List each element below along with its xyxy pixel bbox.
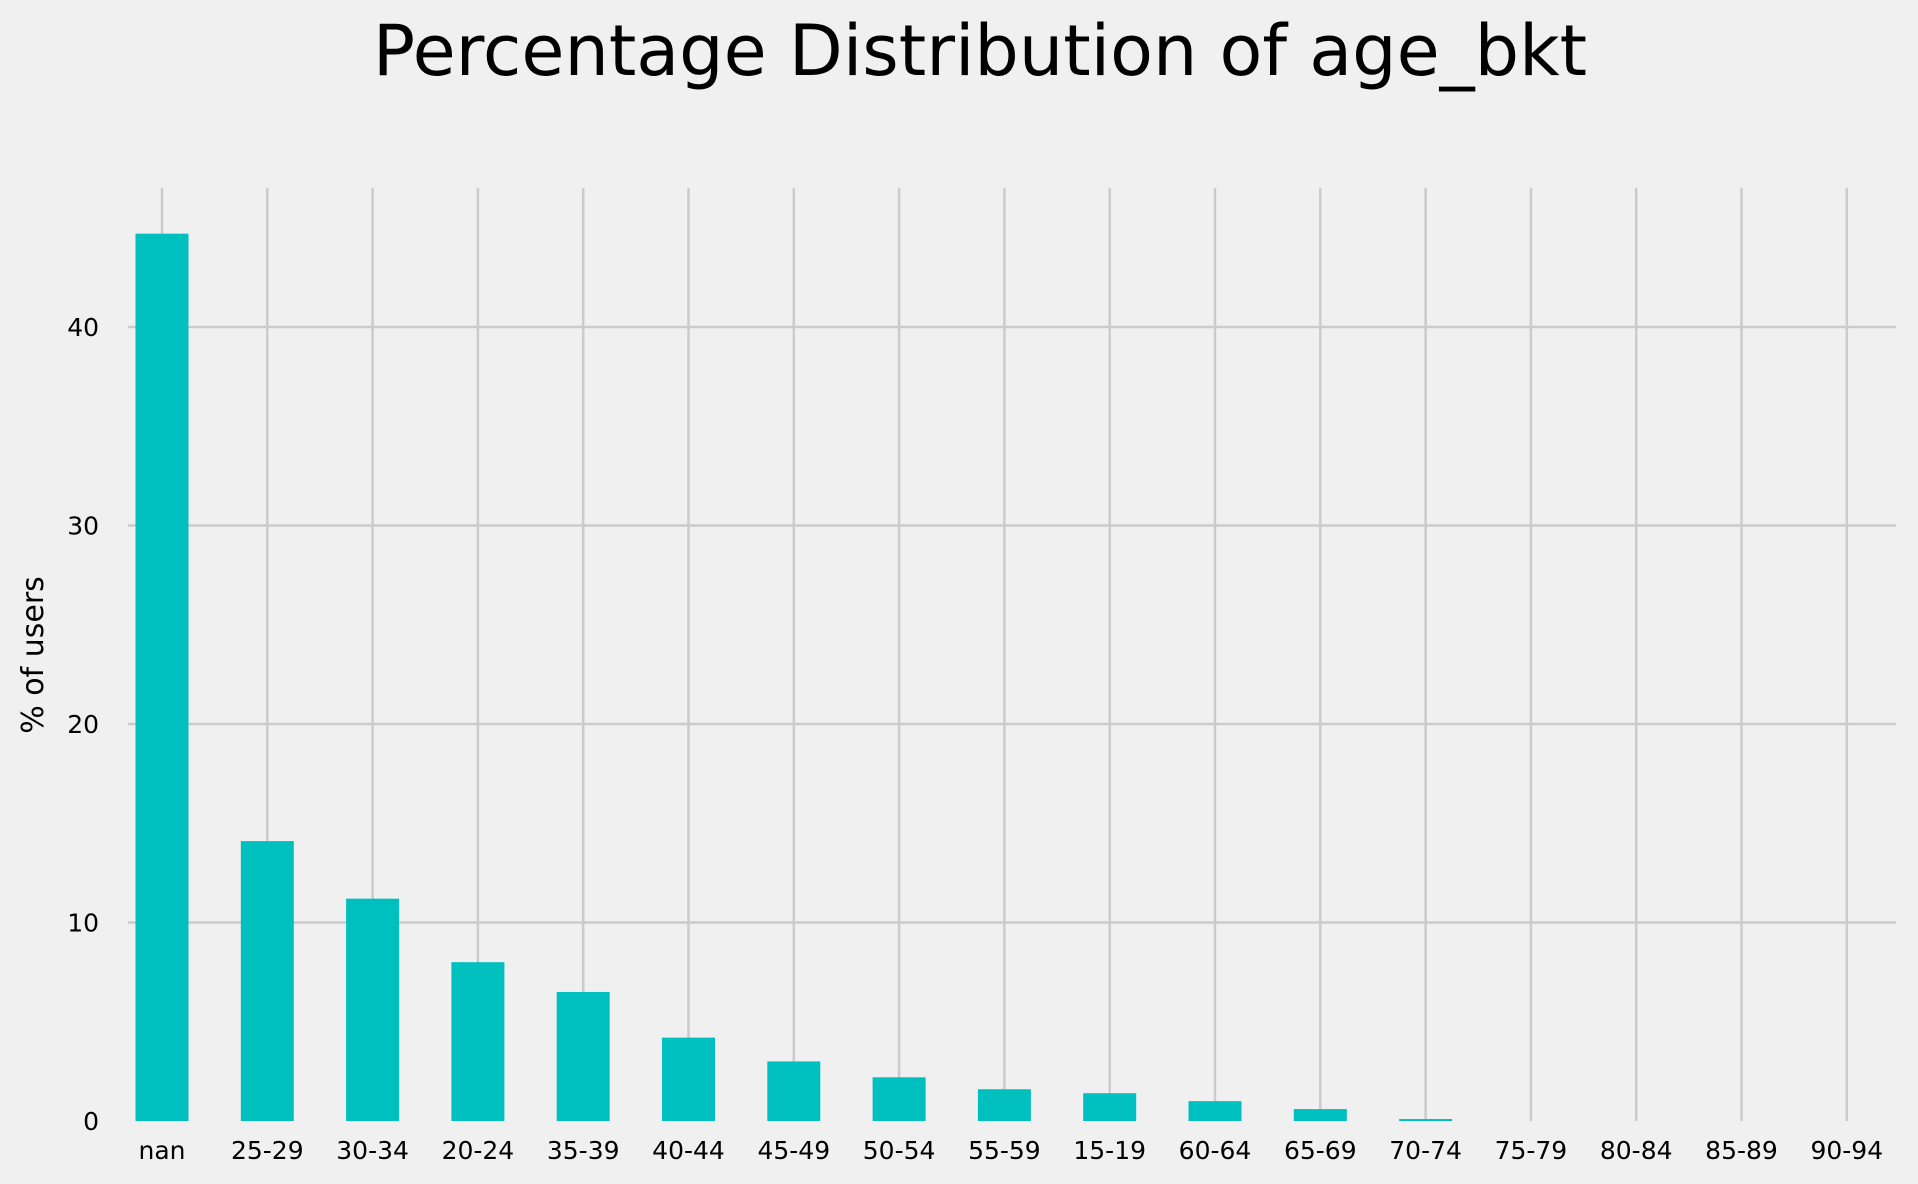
x-tick-label: 75-79 (1495, 1136, 1568, 1165)
bar (1293, 1109, 1347, 1121)
x-tick-label: 90-94 (1810, 1136, 1883, 1165)
x-tick-label: nan (138, 1136, 185, 1165)
bar (240, 841, 294, 1121)
x-tick-label: 45-49 (757, 1136, 830, 1165)
bar (556, 991, 610, 1121)
x-tick-label: 25-29 (231, 1136, 304, 1165)
bars (135, 233, 1453, 1121)
bar (451, 962, 505, 1121)
bar (872, 1077, 926, 1121)
y-axis-label: % of users (16, 576, 51, 734)
y-tick-label: 10 (67, 908, 99, 937)
bar (977, 1089, 1031, 1121)
chart-title: Percentage Distribution of age_bkt (373, 10, 1587, 92)
x-tick-label: 20-24 (442, 1136, 515, 1165)
y-tick-label: 30 (67, 511, 99, 540)
x-tick-label: 35-39 (547, 1136, 620, 1165)
x-tick-labels: nan 25-29 30-34 20-24 35-39 40-44 45-49 50-54 55… (138, 1136, 1883, 1165)
bar (662, 1037, 715, 1121)
x-tick-label: 30-34 (336, 1136, 409, 1165)
bar (767, 1061, 821, 1121)
bar (1188, 1101, 1242, 1121)
y-tick-label: 20 (67, 710, 99, 739)
bar (346, 898, 400, 1121)
x-tick-label: 40-44 (652, 1136, 725, 1165)
x-tick-label: 85-89 (1705, 1136, 1778, 1165)
x-tick-label: 80-84 (1600, 1136, 1673, 1165)
y-tick-label: 40 (67, 313, 99, 342)
bar (1399, 1119, 1453, 1121)
x-tick-label: 15-19 (1073, 1136, 1146, 1165)
grid-lines (128, 188, 1896, 1121)
y-tick-labels: 0 10 20 30 40 (67, 313, 99, 1136)
x-tick-label: 50-54 (863, 1136, 936, 1165)
x-tick-label: 70-74 (1389, 1136, 1462, 1165)
y-tick-label: 0 (83, 1107, 99, 1136)
x-tick-label: 55-59 (968, 1136, 1041, 1165)
bar (1083, 1093, 1137, 1121)
bar (135, 233, 189, 1121)
x-tick-label: 60-64 (1179, 1136, 1252, 1165)
x-tick-label: 65-69 (1284, 1136, 1357, 1165)
